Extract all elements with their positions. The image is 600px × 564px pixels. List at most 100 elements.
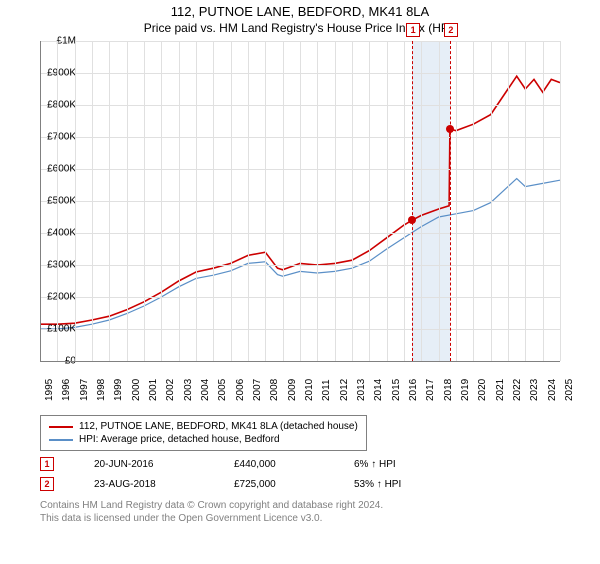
gridline-v <box>213 41 214 361</box>
x-tick-label: 2003 <box>183 379 194 401</box>
y-tick-label: £400K <box>36 228 76 239</box>
sale-date: 23-AUG-2018 <box>94 479 194 490</box>
footer: Contains HM Land Registry data © Crown c… <box>40 499 600 525</box>
gridline-v <box>335 41 336 361</box>
x-tick-label: 2014 <box>373 379 384 401</box>
sale-vline <box>412 41 413 361</box>
chart-subtitle: Price paid vs. HM Land Registry's House … <box>0 21 600 35</box>
gridline-v <box>491 41 492 361</box>
gridline-v <box>317 41 318 361</box>
y-tick-label: £900K <box>36 68 76 79</box>
sales-table: 1 20-JUN-2016 £440,000 6% ↑ HPI 2 23-AUG-2018… <box>0 457 600 491</box>
gridline-v <box>92 41 93 361</box>
gridline-v <box>57 41 58 361</box>
gridline-v <box>300 41 301 361</box>
x-tick-label: 2001 <box>148 379 159 401</box>
x-tick-label: 1998 <box>96 379 107 401</box>
legend-item: HPI: Average price, detached house, Bedf… <box>49 433 358 446</box>
sale-dot <box>408 216 416 224</box>
legend-label: 112, PUTNOE LANE, BEDFORD, MK41 8LA (det… <box>79 421 358 432</box>
gridline-v <box>127 41 128 361</box>
sale-row: 1 20-JUN-2016 £440,000 6% ↑ HPI <box>40 457 600 471</box>
sale-price: £440,000 <box>234 459 314 470</box>
x-tick-label: 2020 <box>477 379 488 401</box>
x-tick-label: 2018 <box>443 379 454 401</box>
sale-date: 20-JUN-2016 <box>94 459 194 470</box>
legend-label: HPI: Average price, detached house, Bedf… <box>79 434 280 445</box>
sale-row: 2 23-AUG-2018 £725,000 53% ↑ HPI <box>40 477 600 491</box>
sale-row-marker: 1 <box>40 457 54 471</box>
sale-pct: 53% ↑ HPI <box>354 479 401 490</box>
gridline-v <box>439 41 440 361</box>
x-tick-label: 2004 <box>200 379 211 401</box>
y-tick-label: £500K <box>36 196 76 207</box>
x-tick-label: 2007 <box>252 379 263 401</box>
x-axis <box>40 361 560 362</box>
chart-title: 112, PUTNOE LANE, BEDFORD, MK41 8LA <box>0 4 600 19</box>
x-tick-label: 2024 <box>547 379 558 401</box>
gridline-v <box>508 41 509 361</box>
gridline-v <box>179 41 180 361</box>
gridline-v <box>404 41 405 361</box>
x-tick-label: 1999 <box>113 379 124 401</box>
x-tick-label: 2010 <box>304 379 315 401</box>
gridline-v <box>196 41 197 361</box>
gridline-v <box>161 41 162 361</box>
sale-pct: 6% ↑ HPI <box>354 459 396 470</box>
sale-price: £725,000 <box>234 479 314 490</box>
x-tick-label: 2022 <box>512 379 523 401</box>
gridline-v <box>525 41 526 361</box>
x-tick-label: 1996 <box>61 379 72 401</box>
gridline-v <box>473 41 474 361</box>
x-tick-label: 2009 <box>287 379 298 401</box>
x-tick-label: 2025 <box>564 379 575 401</box>
legend-swatch <box>49 439 73 441</box>
gridline-v <box>560 41 561 361</box>
y-tick-label: £800K <box>36 100 76 111</box>
y-tick-label: £1M <box>36 36 76 47</box>
x-tick-label: 2000 <box>131 379 142 401</box>
gridline-v <box>248 41 249 361</box>
gridline-v <box>421 41 422 361</box>
sale-marker: 2 <box>444 23 458 37</box>
x-tick-label: 2008 <box>269 379 280 401</box>
x-tick-label: 2019 <box>460 379 471 401</box>
gridline-v <box>283 41 284 361</box>
x-tick-label: 2013 <box>356 379 367 401</box>
gridline-v <box>543 41 544 361</box>
chart-area: £0£100K£200K£300K£400K£500K£600K£700K£80… <box>40 41 600 411</box>
x-tick-label: 2006 <box>235 379 246 401</box>
sale-marker: 1 <box>406 23 420 37</box>
gridline-v <box>231 41 232 361</box>
y-tick-label: £300K <box>36 260 76 271</box>
y-tick-label: £600K <box>36 164 76 175</box>
gridline-v <box>387 41 388 361</box>
x-tick-label: 2012 <box>339 379 350 401</box>
gridline-v <box>109 41 110 361</box>
x-tick-label: 2016 <box>408 379 419 401</box>
sale-vline <box>450 41 451 361</box>
x-tick-label: 2017 <box>425 379 436 401</box>
gridline-v <box>352 41 353 361</box>
y-axis <box>40 41 41 361</box>
x-tick-label: 1995 <box>44 379 55 401</box>
footer-line2: This data is licensed under the Open Gov… <box>40 512 600 525</box>
y-tick-label: £200K <box>36 292 76 303</box>
y-tick-label: £100K <box>36 324 76 335</box>
x-tick-label: 1997 <box>79 379 90 401</box>
gridline-v <box>144 41 145 361</box>
legend-item: 112, PUTNOE LANE, BEDFORD, MK41 8LA (det… <box>49 420 358 433</box>
footer-line1: Contains HM Land Registry data © Crown c… <box>40 499 600 512</box>
legend-swatch <box>49 426 73 428</box>
gridline-v <box>75 41 76 361</box>
x-tick-label: 2015 <box>391 379 402 401</box>
sale-row-marker: 2 <box>40 477 54 491</box>
x-tick-label: 2023 <box>529 379 540 401</box>
x-tick-label: 2011 <box>321 379 332 401</box>
x-tick-label: 2021 <box>495 379 506 401</box>
y-tick-label: £700K <box>36 132 76 143</box>
legend: 112, PUTNOE LANE, BEDFORD, MK41 8LA (det… <box>40 415 367 451</box>
x-tick-label: 2005 <box>217 379 228 401</box>
sale-dot <box>446 125 454 133</box>
x-tick-label: 2002 <box>165 379 176 401</box>
